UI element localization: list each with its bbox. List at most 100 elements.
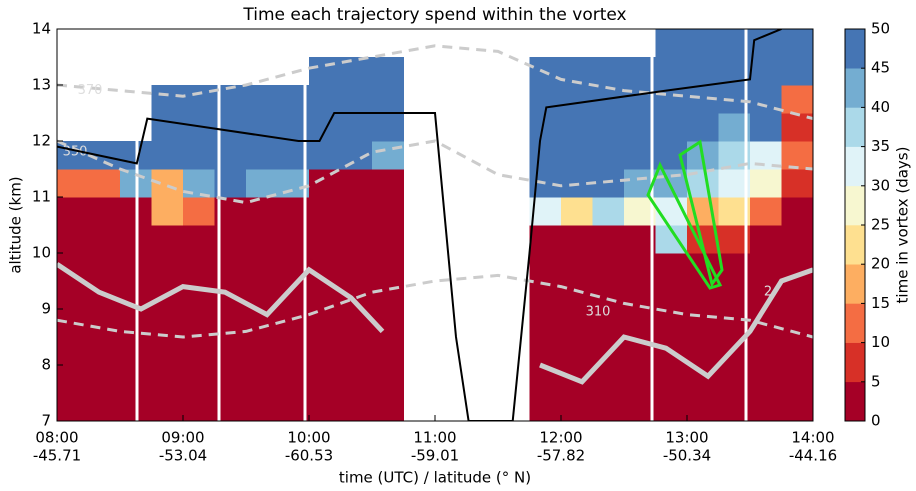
heatmap-cell xyxy=(592,393,625,421)
colorbar-segment xyxy=(845,107,865,147)
colorbar-tick-label: 10 xyxy=(871,333,890,351)
heatmap-cell xyxy=(340,365,373,394)
heatmap-cell xyxy=(781,393,813,421)
x-axis-label: time (UTC) / latitude (° N) xyxy=(339,469,531,487)
heatmap-cell xyxy=(372,253,404,282)
y-tick-label: 12 xyxy=(32,132,51,150)
heatmap-cell xyxy=(750,169,782,198)
heatmap-cell xyxy=(592,113,625,142)
heatmap-cell xyxy=(246,253,278,282)
heatmap-cell xyxy=(372,365,404,394)
contour-line xyxy=(57,273,813,339)
heatmap-cell xyxy=(340,393,373,421)
heatmap-cell xyxy=(561,85,593,114)
region-outline xyxy=(678,139,724,288)
heatmap-cell xyxy=(88,337,121,366)
heatmap-cell xyxy=(183,309,215,338)
heatmap-cell xyxy=(750,29,782,58)
heatmap-cell xyxy=(655,169,688,198)
x-tick-label: 08:00 xyxy=(35,429,78,447)
x-tick-label: 13:00 xyxy=(665,429,708,447)
x-tick-label: 10:00 xyxy=(287,429,330,447)
colorbar-tick-label: 0 xyxy=(871,412,881,430)
colorbar-tick-label: 15 xyxy=(871,294,890,312)
heatmap-cell xyxy=(151,225,184,254)
heatmap-cell xyxy=(246,169,278,198)
y-tick-label: 13 xyxy=(32,76,51,94)
heatmap-cell xyxy=(151,197,184,226)
heatmap-cell xyxy=(151,309,184,338)
contour-label: 370 xyxy=(78,83,103,98)
heatmap-cell xyxy=(529,225,562,254)
heatmap-cell xyxy=(687,113,719,142)
heatmap-cell xyxy=(372,281,404,310)
heatmap-cell xyxy=(781,197,813,226)
heatmap-cell xyxy=(309,225,341,254)
y-tick-label: 8 xyxy=(41,356,51,374)
heatmap-cell xyxy=(781,169,813,198)
heatmap-cell xyxy=(561,225,593,254)
heatmap-cell xyxy=(309,365,341,394)
x-tick-sublabel: -57.82 xyxy=(537,447,585,465)
heatmap-cell xyxy=(529,253,562,282)
heatmap-cell xyxy=(750,365,782,394)
colorbar-segment xyxy=(845,342,865,383)
heatmap-cell xyxy=(781,85,813,114)
heatmap-cell xyxy=(88,309,121,338)
y-tick-label: 9 xyxy=(41,300,51,318)
heatmap-cell xyxy=(151,365,184,394)
heatmap-cell xyxy=(655,57,688,86)
heatmap-cell xyxy=(561,141,593,170)
heatmap-cell xyxy=(340,85,373,114)
colorbar-tick-label: 25 xyxy=(871,216,890,234)
heatmap-cell xyxy=(592,197,625,226)
heatmap-cell xyxy=(183,393,215,421)
heatmap-cell xyxy=(781,225,813,254)
heatmap-cell xyxy=(309,337,341,366)
colorbar-tick-label: 45 xyxy=(871,59,890,77)
x-tick-label: 12:00 xyxy=(539,429,582,447)
region-outline xyxy=(646,161,723,290)
heatmap-cell xyxy=(372,393,404,421)
colorbar-segment xyxy=(845,303,865,343)
heatmap-cell xyxy=(246,85,278,114)
heatmap-cell xyxy=(561,197,593,226)
y-tick-label: 7 xyxy=(41,412,51,430)
heatmap-cell xyxy=(372,113,404,142)
heatmap-cell xyxy=(151,141,184,170)
colorbar-segment xyxy=(845,146,865,187)
tropopause-line xyxy=(57,29,782,421)
heatmap-cell xyxy=(246,225,278,254)
heatmap-cell xyxy=(309,113,341,142)
heatmap-cell xyxy=(372,225,404,254)
colorbar-tick-label: 20 xyxy=(871,255,890,273)
heatmap-cell xyxy=(750,253,782,282)
heatmap-cell xyxy=(151,113,184,142)
heatmap-cell xyxy=(592,309,625,338)
heatmap-cell xyxy=(57,169,89,198)
heatmap-cell xyxy=(561,281,593,310)
heatmap-cell xyxy=(529,393,562,421)
heatmap-cell xyxy=(340,169,373,198)
heatmap-cell xyxy=(151,85,184,114)
heatmap-cell xyxy=(372,337,404,366)
heatmap-cell xyxy=(372,141,404,170)
heatmap-cell xyxy=(561,309,593,338)
heatmap-cell xyxy=(183,365,215,394)
x-tick-label: 09:00 xyxy=(161,429,204,447)
heatmap-cell xyxy=(781,141,813,170)
heatmap-cell xyxy=(340,225,373,254)
heatmap-cell xyxy=(340,197,373,226)
colorbar-segment xyxy=(845,225,865,265)
heatmap-cell xyxy=(561,393,593,421)
heatmap-cell xyxy=(309,393,341,421)
colorbar-segment xyxy=(845,381,865,422)
contour-line xyxy=(57,262,813,385)
heatmap-cell xyxy=(529,309,562,338)
colorbar-segment xyxy=(845,264,865,304)
heatmap-cell xyxy=(57,141,89,170)
x-tick-sublabel: -45.71 xyxy=(33,447,81,465)
heatmap-cell xyxy=(781,57,813,86)
heatmap-cell xyxy=(246,337,278,366)
